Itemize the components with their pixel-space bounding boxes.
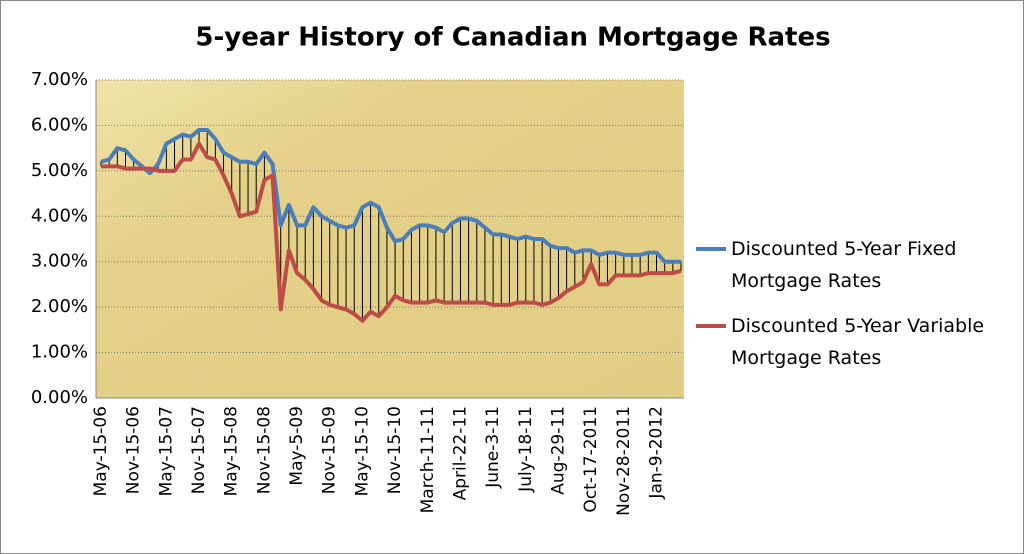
x-tick-label: July-18-11 <box>516 406 536 493</box>
x-tick-label: Oct-17-2011 <box>581 406 601 513</box>
x-tick-label: Jan-9-2012 <box>646 406 666 500</box>
x-tick-label: May-15-10 <box>352 406 372 496</box>
plot-area <box>96 80 684 398</box>
x-tick-label: May-15-08 <box>222 406 242 496</box>
chart-title: 5-year History of Canadian Mortgage Rate… <box>195 23 830 53</box>
x-tick-label: May-15-07 <box>156 406 176 496</box>
x-tick-label: Nov-15-08 <box>254 406 274 494</box>
y-tick-label: 1.00% <box>31 342 88 363</box>
x-tick-label: Nov-15-10 <box>385 406 405 494</box>
x-tick-label: Nov-15-07 <box>189 406 209 494</box>
x-tick-label: June-3-11 <box>483 406 503 489</box>
x-tick-label: Nov-15-06 <box>124 406 144 494</box>
legend-label: Discounted 5-Year Fixed Mortgage Rates <box>731 238 957 292</box>
x-tick-label: April-22-11 <box>450 406 470 500</box>
x-tick-label: May-5-09 <box>287 406 307 486</box>
y-tick-label: 3.00% <box>31 251 88 272</box>
y-tick-label: 5.00% <box>31 160 88 181</box>
x-tick-label: March-11-11 <box>418 406 438 513</box>
x-tick-label: Nov-15-09 <box>320 406 340 494</box>
y-tick-label: 6.00% <box>31 114 88 135</box>
series-line <box>101 141 682 323</box>
y-tick-label: 4.00% <box>31 205 88 226</box>
y-tick-label: 2.00% <box>31 296 88 317</box>
x-tick-label: Aug-29-11 <box>548 406 568 495</box>
y-tick-label: 0.00% <box>31 387 88 408</box>
series-line <box>100 127 681 264</box>
legend-label: Discounted 5-Year Variable Mortgage Rate… <box>731 315 985 369</box>
x-tick-label: May-15-06 <box>91 406 111 496</box>
y-tick-label: 7.00% <box>31 69 88 90</box>
x-tick-label: Nov-28-2011 <box>614 406 634 516</box>
